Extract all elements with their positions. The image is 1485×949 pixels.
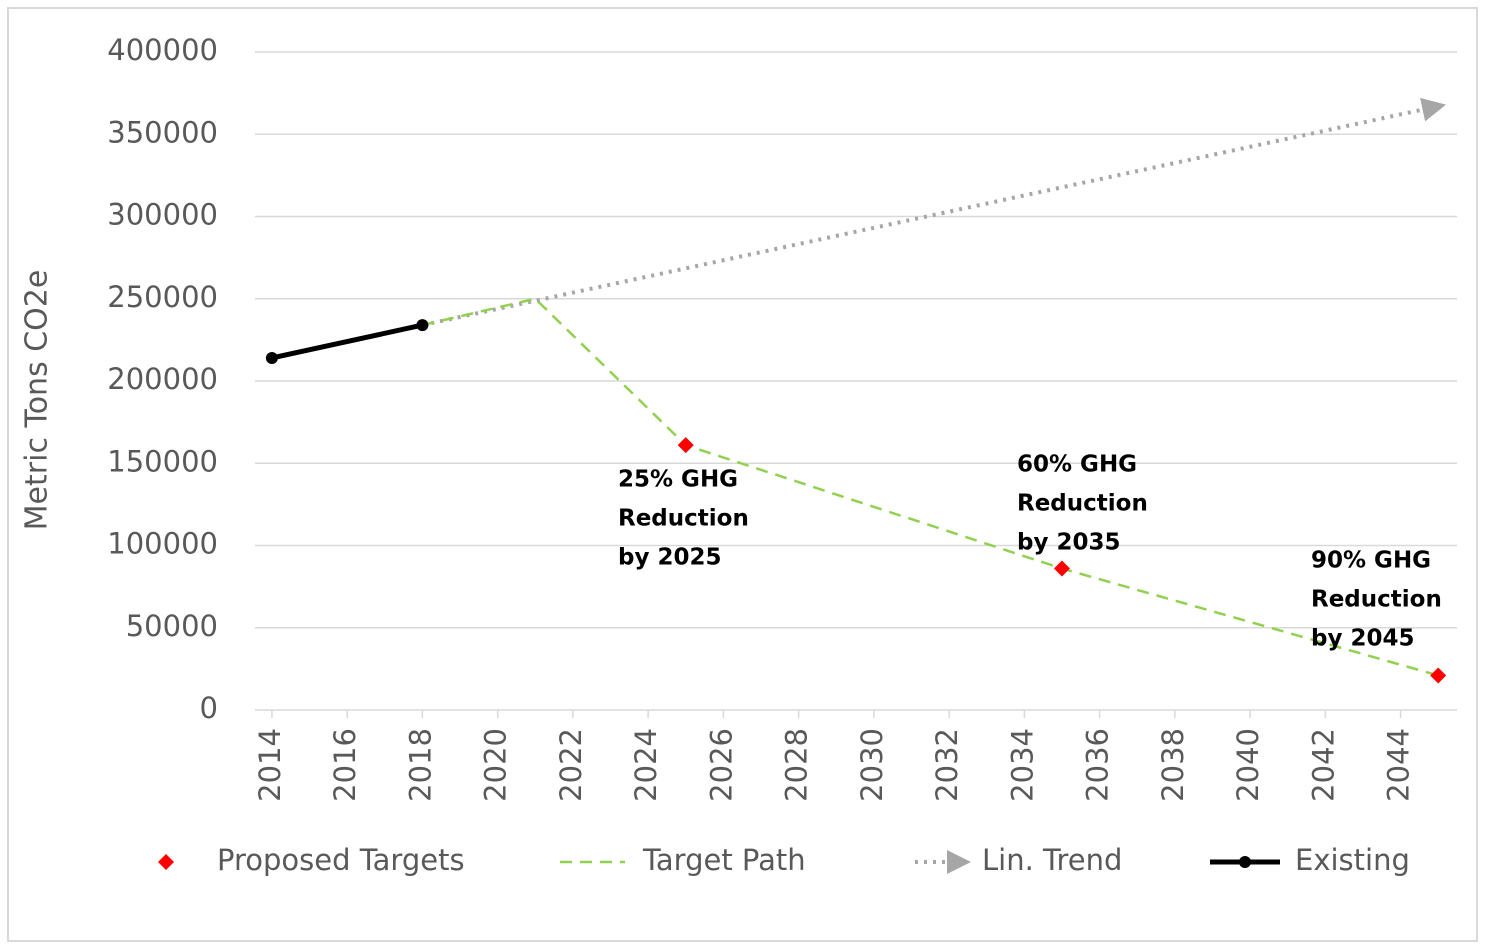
legend-label: Lin. Trend xyxy=(982,843,1122,877)
series-point xyxy=(416,319,429,332)
annotation: by 2025 xyxy=(618,545,721,571)
annotation: by 2035 xyxy=(1017,530,1120,556)
x-tick-label: 2038 xyxy=(1156,728,1190,802)
y-axis-label: Metric Tons CO2e xyxy=(20,270,55,531)
annotation: Reduction xyxy=(1017,491,1148,517)
legend-label: Proposed Targets xyxy=(217,843,465,877)
x-tick-label: 2026 xyxy=(704,728,738,802)
annotation: 25% GHG xyxy=(618,467,738,493)
x-tick-label: 2018 xyxy=(403,728,437,802)
chart-border xyxy=(7,7,1478,942)
y-tick-label: 250000 xyxy=(107,280,218,314)
y-tick-label: 300000 xyxy=(107,198,218,232)
y-tick-label: 0 xyxy=(200,691,218,725)
y-tick-label: 350000 xyxy=(107,115,218,149)
legend-point xyxy=(1239,856,1251,868)
series-line xyxy=(271,322,423,361)
x-tick-label: 2032 xyxy=(930,728,964,802)
annotation: by 2045 xyxy=(1311,626,1414,652)
x-tick-label: 2024 xyxy=(629,728,663,802)
annotation: 60% GHG xyxy=(1017,452,1137,478)
legend-marker xyxy=(158,854,174,870)
x-tick-label: 2044 xyxy=(1382,728,1416,802)
x-tick-label: 2016 xyxy=(328,728,362,802)
legend-label: Target Path xyxy=(642,843,806,877)
annotation: Reduction xyxy=(618,506,749,532)
y-tick-label: 400000 xyxy=(107,33,218,67)
legend-label: Existing xyxy=(1295,843,1410,877)
y-tick-label: 50000 xyxy=(126,609,218,643)
y-tick-label: 100000 xyxy=(107,527,218,561)
x-tick-label: 2014 xyxy=(253,728,287,802)
target-marker xyxy=(1053,560,1070,577)
annotation: 90% GHG xyxy=(1311,548,1431,574)
target-marker xyxy=(1430,667,1447,684)
series-point xyxy=(265,351,278,364)
x-tick-label: 2036 xyxy=(1081,728,1115,802)
y-tick-label: 200000 xyxy=(107,362,218,396)
annotation: Reduction xyxy=(1311,587,1442,613)
x-tick-label: 2028 xyxy=(780,728,814,802)
x-tick-label: 2022 xyxy=(554,728,588,802)
x-tick-label: 2040 xyxy=(1231,728,1265,802)
x-tick-label: 2030 xyxy=(855,728,889,802)
x-tick-label: 2042 xyxy=(1306,728,1340,802)
series-line xyxy=(421,97,1447,328)
target-marker xyxy=(677,437,694,454)
x-tick-label: 2020 xyxy=(479,728,513,802)
x-tick-label: 2034 xyxy=(1005,728,1039,802)
y-tick-label: 150000 xyxy=(107,444,218,478)
